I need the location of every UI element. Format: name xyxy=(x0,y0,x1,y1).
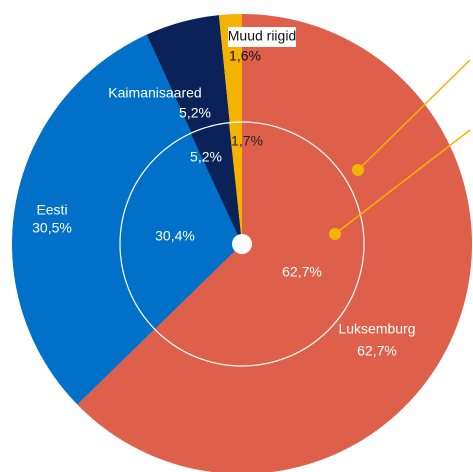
callout-line xyxy=(334,129,471,235)
value-label: 5,2% xyxy=(190,149,222,165)
value-label: 30,5% xyxy=(32,220,72,236)
value-label: 1,6% xyxy=(229,48,261,64)
value-label: 30,4% xyxy=(155,228,195,244)
value-label: 62,7% xyxy=(357,343,397,359)
ring-divider xyxy=(119,121,365,367)
category-label: Eesti xyxy=(36,202,67,218)
value-label: 62,7% xyxy=(282,264,322,280)
pie-slice xyxy=(154,122,365,367)
pie-slice xyxy=(120,133,242,330)
category-label: Kaimanisaared xyxy=(108,85,201,101)
pie-slice xyxy=(190,122,242,244)
callout-dot xyxy=(352,164,364,176)
value-label: 1,7% xyxy=(231,133,263,149)
category-label: Luksemburg xyxy=(338,321,415,337)
labels: Luksemburg 62,7% Eesti 30,5% Kaimanisaared 5,… xyxy=(32,28,415,359)
category-label: Muud riigid xyxy=(228,28,296,44)
callout-dot xyxy=(329,228,341,240)
center-hole xyxy=(232,234,252,254)
label-background xyxy=(228,27,296,47)
inner-ring xyxy=(120,122,365,367)
pie-slice xyxy=(228,122,242,244)
callout-line xyxy=(357,59,471,171)
value-label: 5,2% xyxy=(179,105,211,121)
